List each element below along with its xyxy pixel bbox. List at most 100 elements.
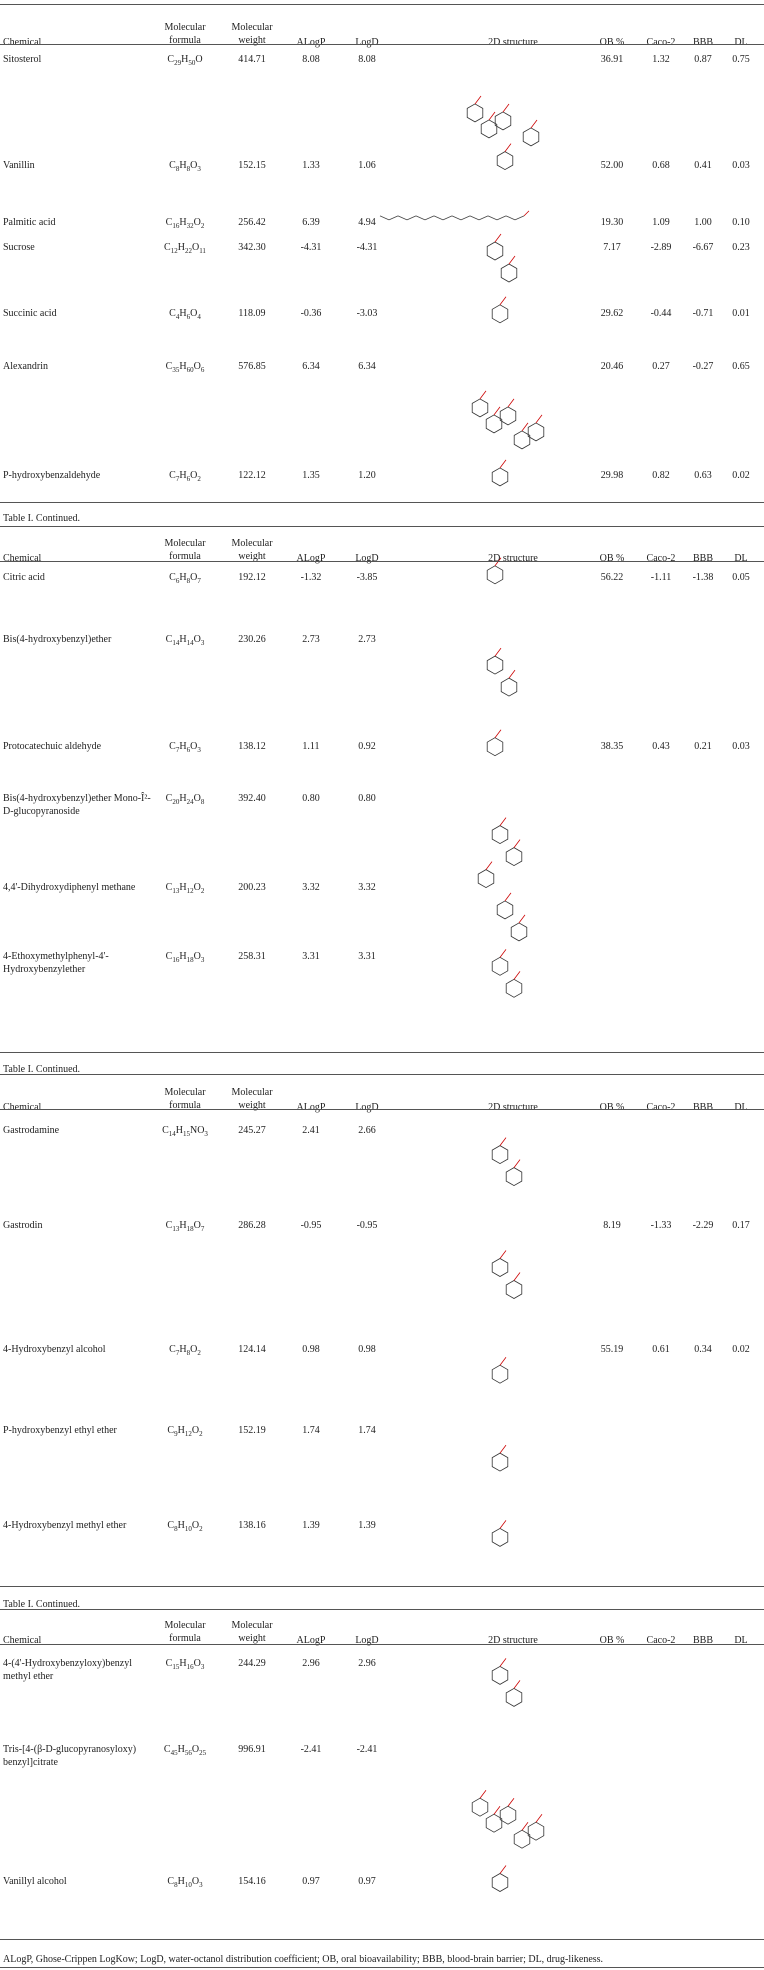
ring bbox=[505, 978, 523, 998]
header-cell: Chemical bbox=[3, 1635, 42, 1646]
header-cell: ALogP bbox=[296, 553, 326, 565]
ring bbox=[491, 304, 509, 324]
bond bbox=[513, 839, 521, 848]
bond bbox=[379, 215, 390, 221]
ring bbox=[496, 900, 514, 920]
cell: -0.36 bbox=[300, 308, 322, 320]
ring bbox=[505, 1167, 523, 1187]
cell: 55.19 bbox=[600, 1343, 624, 1355]
cell: 3.32 bbox=[358, 882, 376, 893]
header-cell: Caco-2 bbox=[646, 37, 676, 49]
cell: 6.34 bbox=[358, 361, 376, 373]
header-cell: Molecular weight bbox=[231, 22, 273, 47]
cell: -6.67 bbox=[692, 241, 714, 253]
ring bbox=[505, 1280, 523, 1299]
bond bbox=[521, 1821, 529, 1831]
cell: 0.65 bbox=[732, 361, 750, 373]
rule bbox=[0, 1051, 764, 1053]
bond bbox=[499, 817, 507, 826]
bond bbox=[499, 459, 507, 469]
cell: 192.12 bbox=[238, 572, 266, 584]
cell: 230.26 bbox=[238, 633, 266, 645]
ring bbox=[499, 406, 517, 426]
cell: 29.62 bbox=[600, 308, 624, 320]
cell: 2.96 bbox=[358, 1657, 376, 1669]
ring bbox=[491, 1364, 509, 1384]
cell: 1.06 bbox=[358, 160, 376, 172]
formula: C29H50O bbox=[167, 53, 203, 67]
formula: C13H18O7 bbox=[165, 1219, 205, 1233]
cell: 996.91 bbox=[238, 1744, 266, 1756]
bond bbox=[488, 111, 496, 121]
cell: -1.33 bbox=[650, 1219, 672, 1231]
header-cell: Chemical bbox=[3, 553, 42, 565]
chemical-name: P-hydroxybenzaldehyde bbox=[3, 470, 101, 482]
bond bbox=[499, 1444, 507, 1454]
bond bbox=[505, 215, 516, 221]
rule bbox=[0, 502, 764, 503]
cell: 0.98 bbox=[302, 1343, 320, 1355]
ring bbox=[471, 398, 489, 418]
header-cell: OB % bbox=[599, 1635, 625, 1646]
cell: 6.39 bbox=[302, 216, 320, 228]
formula: C7H6O3 bbox=[169, 741, 201, 755]
header-cell: Caco-2 bbox=[646, 553, 676, 565]
bond bbox=[499, 1865, 507, 1874]
chemical-name: Vanillin bbox=[3, 160, 35, 172]
header-cell: Chemical bbox=[3, 37, 42, 49]
header-cell: LogD bbox=[355, 37, 379, 49]
ring bbox=[505, 847, 523, 867]
header-cell: OB % bbox=[599, 1101, 625, 1113]
cell: 0.23 bbox=[732, 241, 750, 253]
cell: 0.92 bbox=[358, 741, 376, 753]
rule bbox=[0, 43, 764, 45]
cell: 1.39 bbox=[358, 1519, 376, 1531]
chemical-name: 4,4'-Dihydroxydiphenyl methane bbox=[3, 882, 136, 893]
chemical-name: Protocatechuic aldehyde bbox=[3, 741, 102, 753]
bond bbox=[415, 215, 426, 221]
bond bbox=[499, 949, 507, 958]
cell: 122.12 bbox=[238, 470, 266, 482]
ring bbox=[466, 103, 484, 123]
bond bbox=[494, 729, 502, 738]
cell: 0.97 bbox=[358, 1875, 376, 1887]
ring bbox=[500, 677, 518, 697]
caption: Table I. Continued. bbox=[3, 513, 81, 525]
cell: 2.41 bbox=[302, 1125, 320, 1137]
cell: 154.16 bbox=[238, 1875, 266, 1887]
bond bbox=[513, 1159, 521, 1168]
cell: 0.68 bbox=[652, 160, 670, 172]
bond bbox=[521, 422, 529, 432]
cell: 2.96 bbox=[302, 1657, 320, 1669]
cell: 0.03 bbox=[732, 160, 750, 172]
ring bbox=[494, 111, 512, 131]
ring bbox=[491, 1873, 509, 1892]
ring bbox=[471, 1797, 489, 1817]
ring bbox=[486, 241, 504, 261]
cell: 152.19 bbox=[238, 1425, 266, 1437]
formula: C14H14O3 bbox=[165, 633, 205, 647]
cell: -1.32 bbox=[300, 572, 322, 584]
cell: 3.32 bbox=[302, 882, 320, 893]
cell: 29.98 bbox=[600, 470, 624, 482]
ring bbox=[486, 655, 504, 675]
chemical-name: Gastrodin bbox=[3, 1219, 43, 1231]
ring bbox=[491, 1665, 509, 1685]
bond bbox=[485, 861, 493, 870]
cell: 0.10 bbox=[732, 216, 750, 228]
bond bbox=[499, 1658, 507, 1667]
cell: 0.21 bbox=[694, 741, 712, 753]
cell: 1.32 bbox=[652, 53, 670, 65]
cell: 0.82 bbox=[652, 470, 670, 482]
header-cell: DL bbox=[734, 553, 748, 565]
bond bbox=[508, 255, 516, 265]
ring bbox=[491, 1145, 509, 1165]
header-cell: Caco-2 bbox=[646, 1635, 676, 1646]
cell: 414.71 bbox=[238, 53, 266, 65]
bond bbox=[479, 390, 487, 400]
chemical-name: 4-Hydroxybenzyl alcohol bbox=[3, 1343, 106, 1355]
header-cell: Molecular formula bbox=[164, 1086, 206, 1111]
ring bbox=[500, 263, 518, 283]
cell: -2.89 bbox=[650, 241, 672, 253]
cell: 124.14 bbox=[238, 1343, 266, 1355]
